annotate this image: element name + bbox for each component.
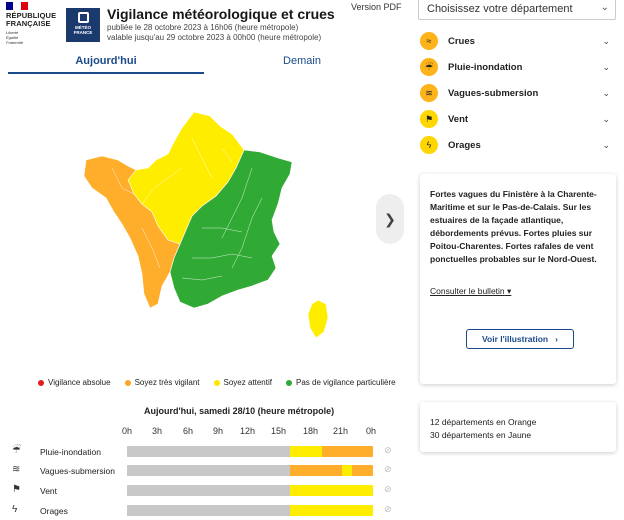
timeline-segment-gray bbox=[127, 485, 291, 496]
eye-slash-icon[interactable]: ⊘ bbox=[384, 464, 392, 474]
chevron-down-icon: ⌄ bbox=[602, 87, 610, 98]
tab-today[interactable]: Aujourd'hui bbox=[8, 52, 204, 74]
timeline-segment-orange bbox=[352, 465, 373, 476]
legend-yellow-dot bbox=[213, 379, 220, 386]
timeline-hour: 0h bbox=[122, 426, 133, 436]
bulletin-summary: Fortes vagues du Finistère à la Charente… bbox=[430, 189, 597, 264]
chevron-right-icon: ❯ bbox=[384, 210, 396, 227]
timeline-hour: 9h bbox=[213, 426, 224, 436]
legend-orange-dot bbox=[124, 379, 131, 386]
phenomenon-pluie-inondation[interactable]: ☔ Pluie-inondation ⌄ bbox=[418, 54, 616, 80]
wind-icon: ⚑ bbox=[420, 110, 438, 128]
timeline-bar[interactable] bbox=[127, 505, 373, 516]
phenomena-list: ≈ Crues ⌄ ☔ Pluie-inondation ⌄ ≋ Vagues-… bbox=[418, 28, 616, 158]
timeline-segment-yellow bbox=[290, 446, 322, 457]
chevron-down-icon: ⌄ bbox=[602, 113, 610, 124]
rain-flood-icon: ☔ bbox=[420, 58, 438, 76]
timeline-hour: 21h bbox=[333, 426, 349, 436]
department-borders bbox=[111, 137, 263, 281]
rain-flood-icon: ☔ bbox=[12, 445, 21, 456]
day-tabs: Aujourd'hui Demain bbox=[8, 52, 388, 74]
flood-icon: ≈ bbox=[420, 32, 438, 50]
timeline-bar[interactable] bbox=[127, 485, 373, 496]
phenomenon-orages[interactable]: ϟ Orages ⌄ bbox=[418, 132, 616, 158]
caret-down-icon: ▾ bbox=[507, 286, 512, 296]
french-flag-icon bbox=[6, 2, 28, 10]
chevron-down-icon: ⌄ bbox=[602, 139, 610, 150]
timeline-hour: 15h bbox=[271, 426, 287, 436]
published-date: publiée le 28 octobre 2023 à 16h06 (heur… bbox=[107, 23, 299, 32]
phenomenon-vagues-submersion[interactable]: ≋ Vagues-submersion ⌄ bbox=[418, 80, 616, 106]
timeline-hour: 3h bbox=[152, 426, 163, 436]
thunderstorm-icon: ϟ bbox=[420, 136, 438, 154]
eye-slash-icon[interactable]: ⊘ bbox=[384, 504, 392, 514]
department-counts-card: 12 départements en Orange 30 département… bbox=[420, 402, 616, 452]
timeline-segment-yellow bbox=[290, 485, 373, 496]
yellow-count: 30 départements en Jaune bbox=[430, 430, 532, 440]
meteo-france-logo: MÉTÉO FRANCE bbox=[66, 8, 100, 42]
meteo-france-emblem-icon bbox=[77, 12, 89, 23]
tab-tomorrow[interactable]: Demain bbox=[283, 55, 321, 67]
timeline-hour: 18h bbox=[303, 426, 319, 436]
department-select[interactable]: Choisissez votre département ⌄ bbox=[418, 0, 616, 20]
page-title: Vigilance météorologique et crues bbox=[107, 6, 335, 22]
timeline-segment-yellow bbox=[290, 505, 373, 516]
map-region-orange[interactable] bbox=[83, 155, 181, 309]
timeline-hour: 6h bbox=[183, 426, 194, 436]
map-region-corsica[interactable] bbox=[307, 299, 329, 339]
legend-item: Soyez attentif bbox=[213, 378, 272, 387]
waves-icon: ≋ bbox=[12, 464, 21, 475]
phenomenon-crues[interactable]: ≈ Crues ⌄ bbox=[418, 28, 616, 54]
thunderstorm-icon: ϟ bbox=[12, 504, 18, 515]
timeline-hour: 12h bbox=[240, 426, 256, 436]
timeline-title: Aujourd'hui, samedi 28/10 (heure métropo… bbox=[144, 406, 335, 416]
timeline-segment-orange bbox=[321, 446, 373, 457]
legend-item: Vigilance absolue bbox=[38, 378, 111, 387]
republique-francaise-logo: RÉPUBLIQUE FRANÇAISE Liberté Égalité Fra… bbox=[6, 2, 58, 45]
legend-item: Soyez très vigilant bbox=[124, 378, 200, 387]
rf-motto: Liberté Égalité Fraternité bbox=[6, 30, 24, 45]
vigilance-map[interactable] bbox=[82, 108, 332, 340]
timeline-segment-orange bbox=[290, 465, 342, 476]
view-illustration-button[interactable]: Voir l'illustration › bbox=[466, 329, 574, 349]
chevron-down-icon: ⌄ bbox=[600, 2, 609, 13]
chevron-right-icon: › bbox=[550, 334, 559, 344]
version-pdf-link[interactable]: Version PDF bbox=[351, 2, 402, 12]
valid-until-date: valable jusqu'au 29 octobre 2023 à 00h00… bbox=[107, 33, 322, 42]
timeline-row-vagues-submersion: ≋ Vagues-submersion ⊘ bbox=[12, 464, 392, 476]
wind-icon: ⚑ bbox=[12, 484, 21, 495]
legend-red-dot bbox=[38, 379, 44, 386]
timeline-segment-gray bbox=[127, 446, 291, 457]
timeline-bar[interactable] bbox=[127, 446, 373, 457]
orange-count: 12 départements en Orange bbox=[430, 417, 537, 427]
bulletin-card: Fortes vagues du Finistère à la Charente… bbox=[420, 174, 616, 384]
waves-icon: ≋ bbox=[420, 84, 438, 102]
map-legend: Vigilance absolue Soyez très vigilant So… bbox=[38, 378, 396, 387]
eye-slash-icon[interactable]: ⊘ bbox=[384, 484, 392, 494]
timeline-segment-yellow bbox=[341, 465, 353, 476]
legend-item: Pas de vigilance particulière bbox=[285, 378, 396, 387]
timeline-bar[interactable] bbox=[127, 465, 373, 476]
consult-bulletin-link[interactable]: Consulter le bulletin ▾ bbox=[430, 286, 512, 296]
chevron-down-icon: ⌄ bbox=[602, 61, 610, 72]
next-map-arrow-button[interactable]: ❯ bbox=[376, 194, 404, 244]
rf-title: RÉPUBLIQUE FRANÇAISE bbox=[6, 11, 57, 28]
timeline-row-vent: ⚑ Vent ⊘ bbox=[12, 484, 392, 496]
phenomenon-vent[interactable]: ⚑ Vent ⌄ bbox=[418, 106, 616, 132]
timeline-segment-gray bbox=[127, 505, 291, 516]
eye-slash-icon[interactable]: ⊘ bbox=[384, 445, 392, 455]
timeline-segment-gray bbox=[127, 465, 291, 476]
legend-green-dot bbox=[285, 379, 292, 386]
timeline-row-pluie-inondation: ☔ Pluie-inondation ⊘ bbox=[12, 445, 392, 457]
timeline-hour: 0h bbox=[366, 426, 377, 436]
chevron-down-icon: ⌄ bbox=[602, 35, 610, 46]
timeline-row-orages: ϟ Orages ⊘ bbox=[12, 504, 392, 516]
